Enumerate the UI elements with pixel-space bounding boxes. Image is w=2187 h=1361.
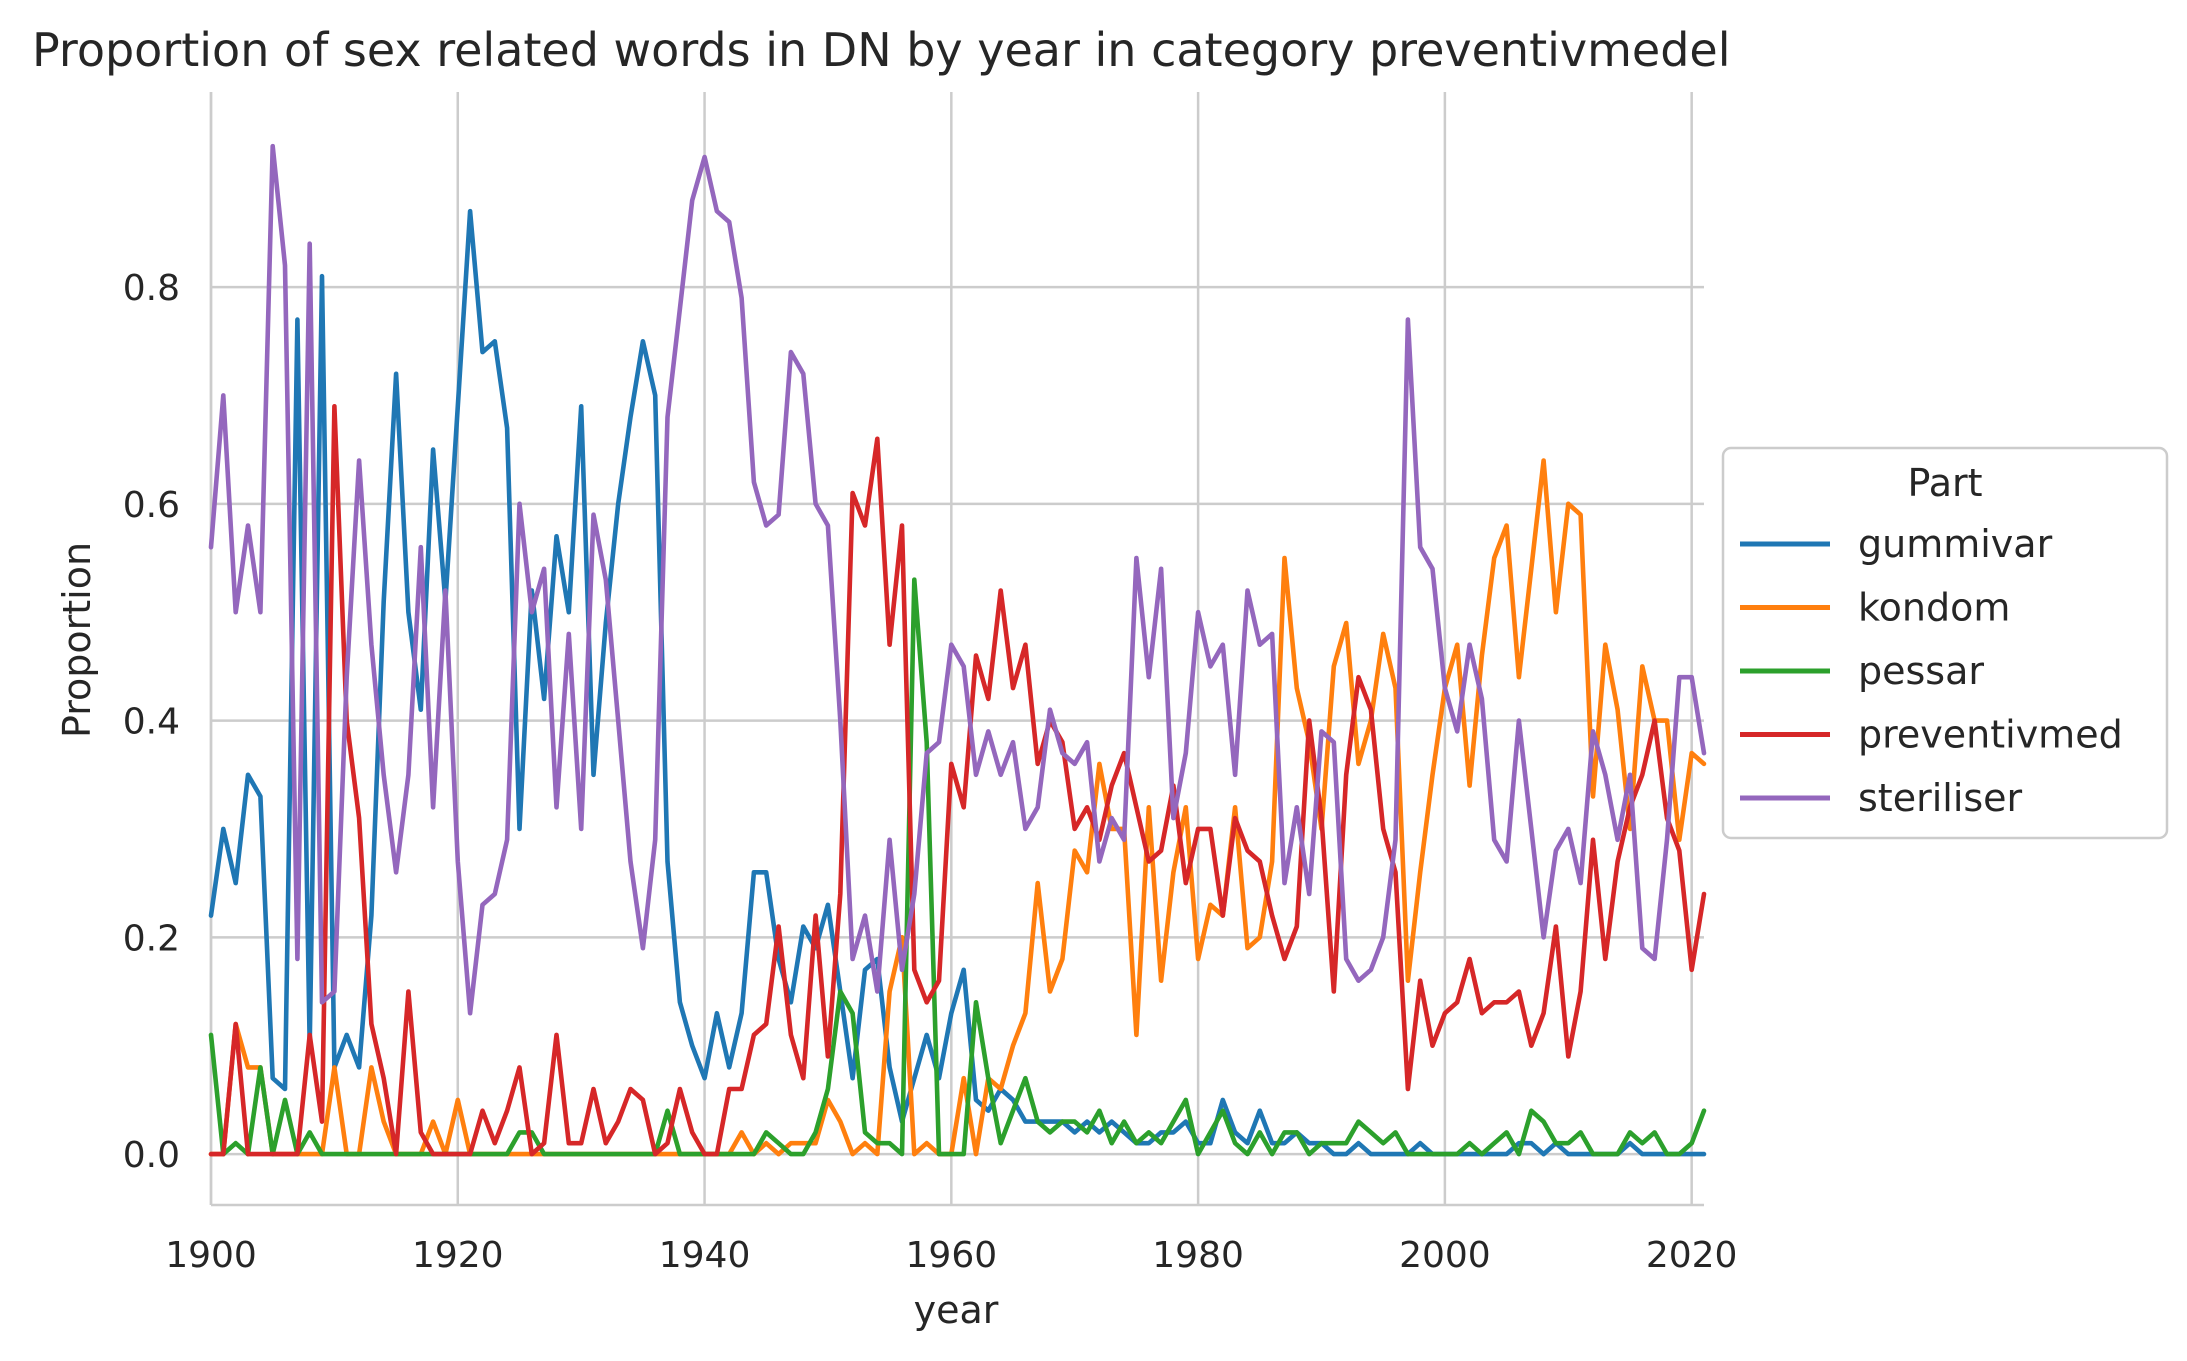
legend-label-preventivmed: preventivmed bbox=[1858, 713, 2123, 757]
y-axis-ticks: 0.0 0.2 0.4 0.6 0.8 bbox=[123, 268, 180, 1176]
y-tick-label: 0.6 bbox=[123, 485, 180, 526]
x-tick-label: 2000 bbox=[1399, 1235, 1491, 1276]
x-tick-label: 2020 bbox=[1646, 1235, 1738, 1276]
legend-label-kondom: kondom bbox=[1858, 586, 2010, 630]
legend-title: Part bbox=[1907, 461, 1982, 505]
x-tick-label: 1960 bbox=[906, 1235, 998, 1276]
gridlines bbox=[209, 92, 1704, 1205]
x-tick-label: 1900 bbox=[165, 1235, 257, 1276]
y-axis-label: Proportion bbox=[55, 542, 99, 738]
y-tick-label: 0.4 bbox=[123, 702, 180, 743]
y-tick-label: 0.2 bbox=[123, 918, 180, 959]
x-axis-ticks: 1900 1920 1940 1960 1980 2000 2020 bbox=[165, 1235, 1737, 1276]
axis-spines bbox=[209, 92, 1704, 1207]
legend-label-gummivar: gummivar bbox=[1858, 522, 2053, 566]
chart-title: Proportion of sex related words in DN by… bbox=[32, 23, 1731, 77]
x-axis-label: year bbox=[914, 1288, 999, 1332]
legend-label-pessar: pessar bbox=[1858, 649, 1984, 693]
x-tick-label: 1920 bbox=[412, 1235, 504, 1276]
legend-label-steriliser: steriliser bbox=[1858, 776, 2023, 820]
legend: Part gummivar kondom pessar preventivmed ste… bbox=[1721, 446, 2169, 840]
series-line-steriliser bbox=[208, 143, 1707, 1016]
series-line-kondom bbox=[208, 458, 1707, 1157]
y-tick-label: 0.8 bbox=[123, 268, 180, 309]
series-line-preventivmed bbox=[208, 403, 1707, 1157]
y-tick-label: 0.0 bbox=[123, 1135, 180, 1176]
x-tick-label: 1940 bbox=[659, 1235, 751, 1276]
legend-frame bbox=[1721, 446, 2169, 840]
series-lines bbox=[208, 143, 1707, 1157]
x-tick-label: 1980 bbox=[1152, 1235, 1244, 1276]
